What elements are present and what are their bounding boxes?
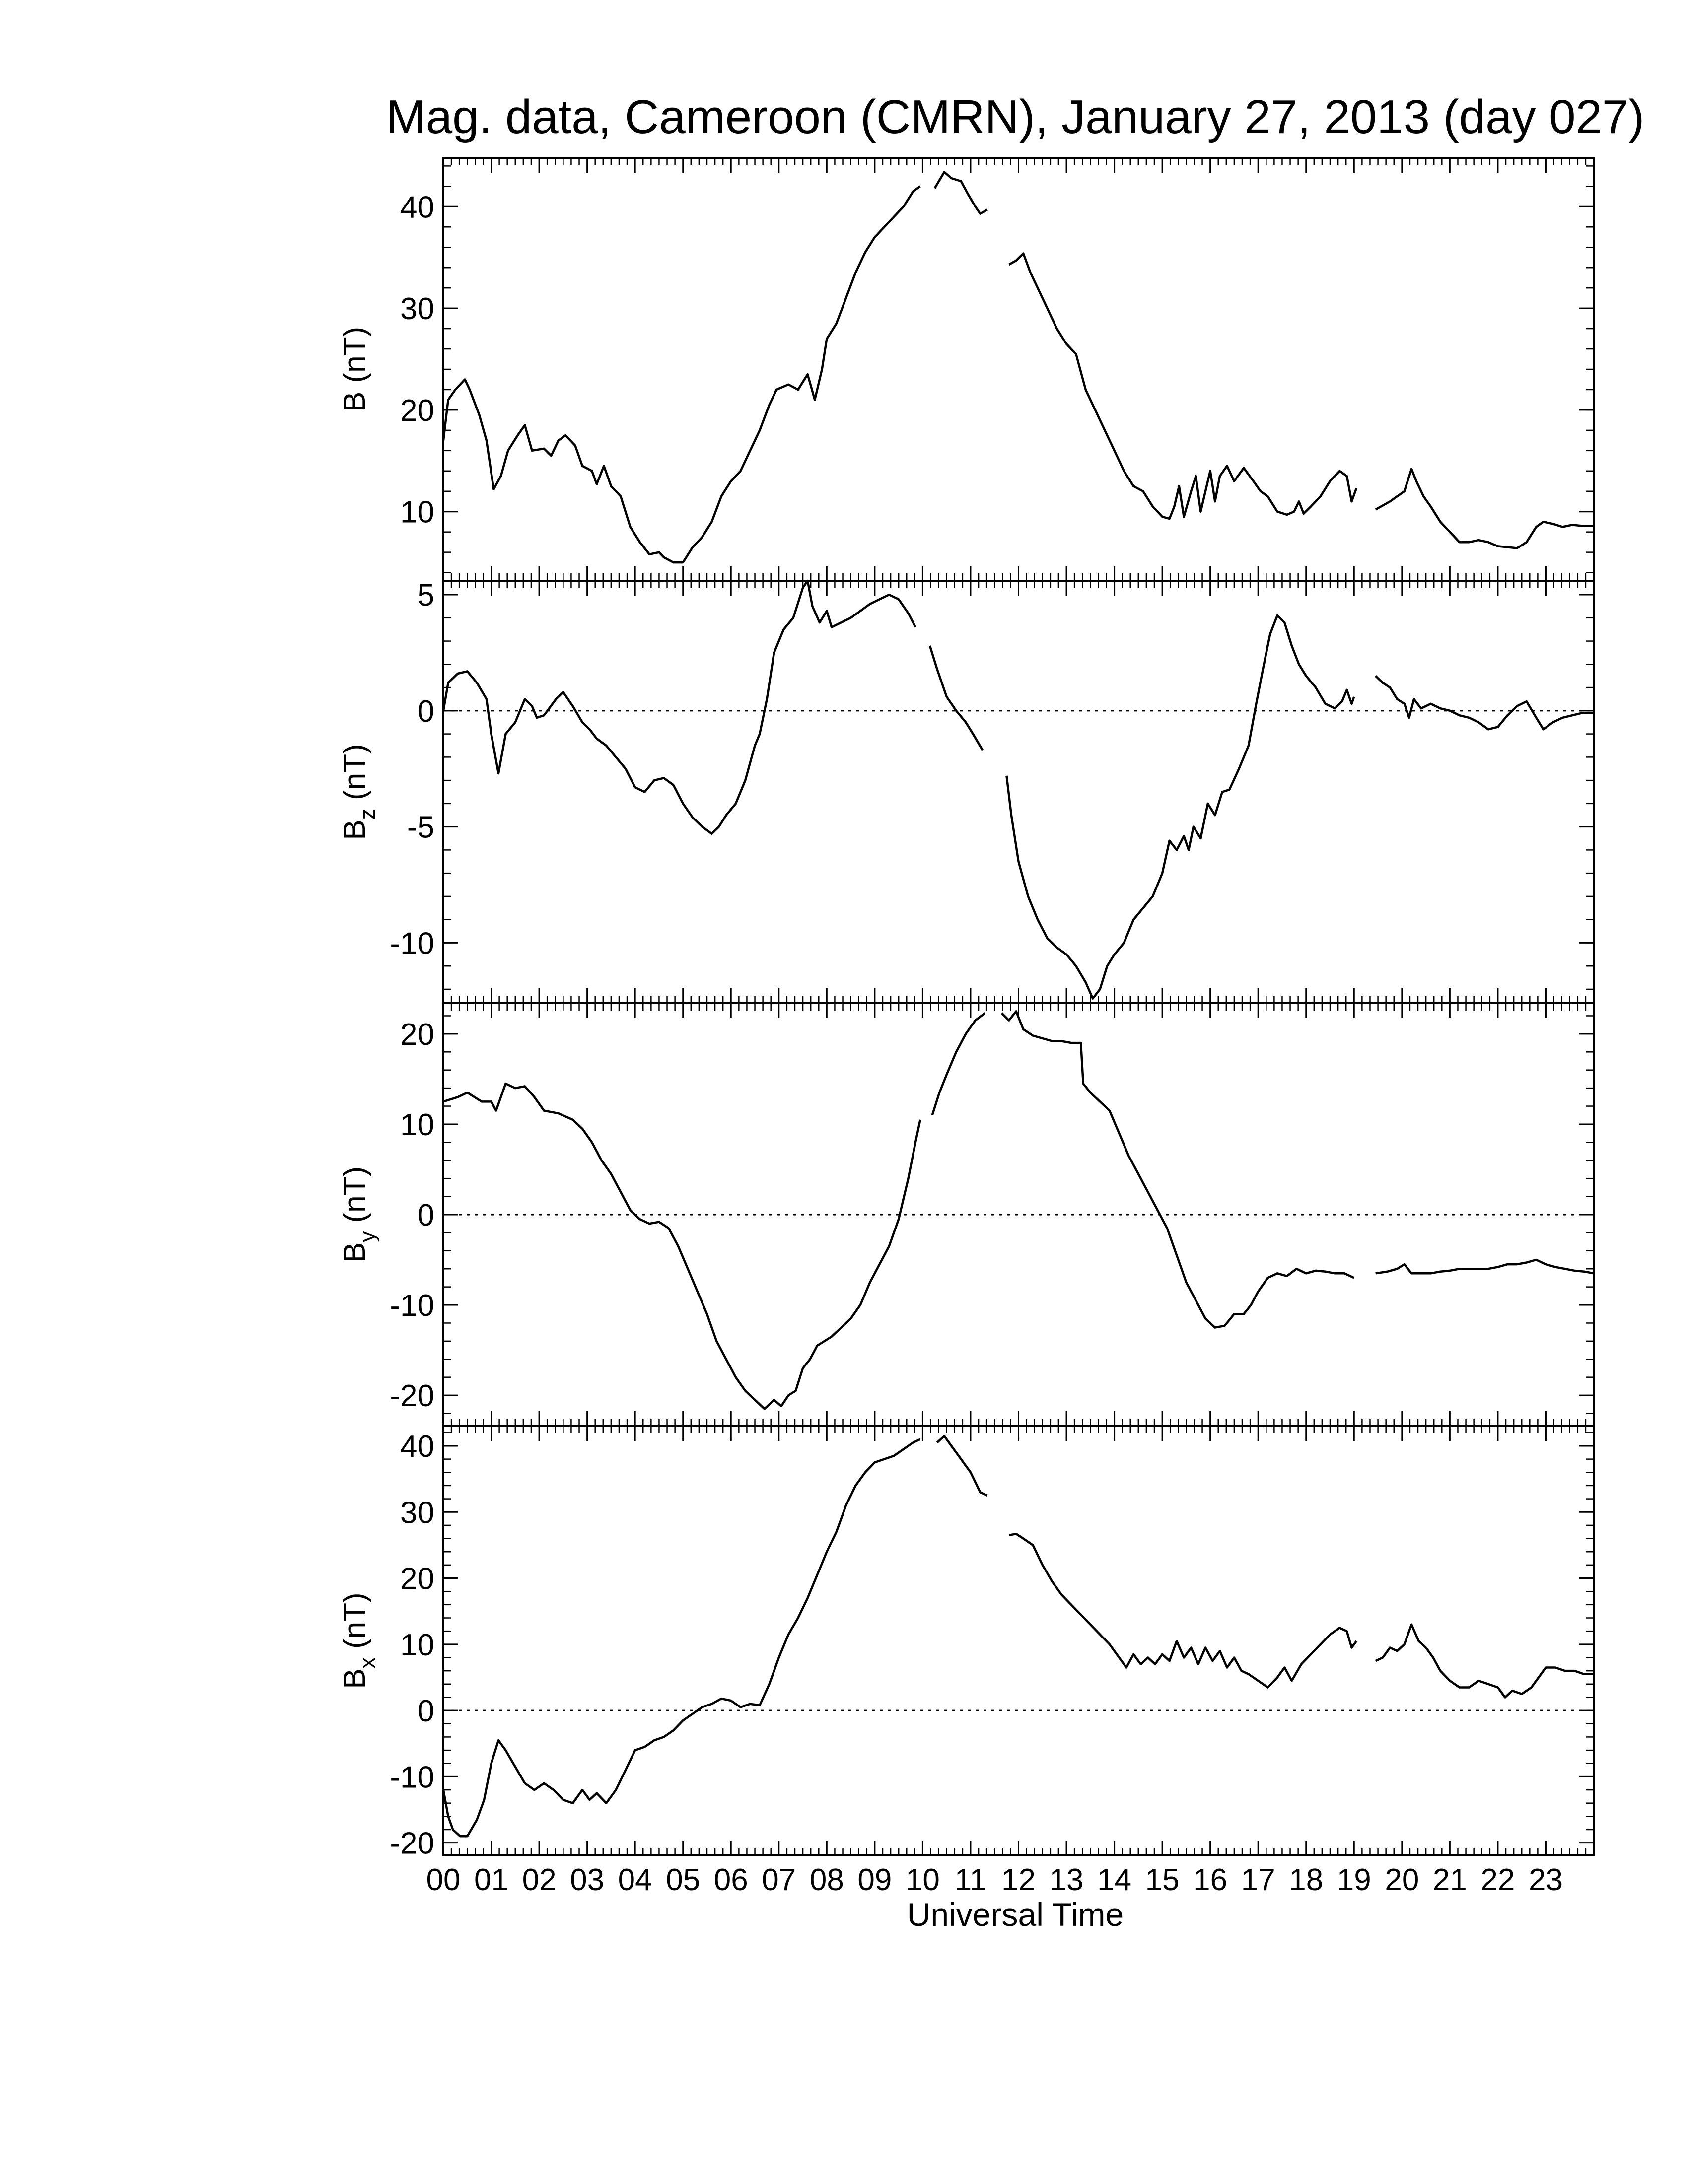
y-axis-label: B (nT) bbox=[338, 327, 372, 412]
x-tick-label: 21 bbox=[1433, 1863, 1467, 1897]
x-tick-label: 00 bbox=[426, 1863, 461, 1897]
panels: 10 20 30 40 B (nT) -10 -5 0 5 Bz (nT) -20 -10 0 10 20 B… bbox=[338, 157, 1595, 1861]
y-axis-label-unit: (nT) bbox=[338, 744, 372, 809]
y-tick-label: 40 bbox=[400, 190, 434, 224]
series-line-by bbox=[443, 1082, 921, 1410]
series-line-by bbox=[931, 1012, 986, 1116]
x-tick-label: 18 bbox=[1289, 1863, 1323, 1897]
y-axis-label-unit: (nT) bbox=[338, 1592, 372, 1657]
y-axis-label-subscript: x bbox=[355, 1657, 380, 1668]
x-tick-label: 23 bbox=[1529, 1863, 1563, 1897]
y-tick-label: 20 bbox=[400, 1018, 434, 1052]
x-tick-label: 17 bbox=[1241, 1863, 1275, 1897]
y-axis-label-main: B bbox=[338, 819, 372, 840]
series-line-bz bbox=[1005, 614, 1355, 1000]
series-line-bx bbox=[1375, 1623, 1594, 1699]
y-tick-label: 0 bbox=[418, 694, 434, 729]
x-tick-label: 19 bbox=[1337, 1863, 1371, 1897]
y-tick-label: -20 bbox=[390, 1379, 434, 1413]
x-tick-label: 07 bbox=[762, 1863, 796, 1897]
y-axis-label-unit: (nT) bbox=[338, 1166, 372, 1231]
series-line-by bbox=[1001, 1010, 1355, 1329]
y-axis-label: Bz (nT) bbox=[338, 744, 380, 840]
x-tick-label: 22 bbox=[1480, 1863, 1515, 1897]
y-tick-label: -10 bbox=[390, 1289, 434, 1323]
panel-bz: -10 -5 0 5 Bz (nT) bbox=[338, 578, 1595, 1004]
x-tick-label: 08 bbox=[810, 1863, 844, 1897]
x-tick-label: 12 bbox=[1001, 1863, 1036, 1897]
x-tick-label: 06 bbox=[714, 1863, 748, 1897]
y-tick-label: 10 bbox=[400, 495, 434, 530]
y-tick-label: 30 bbox=[400, 1496, 434, 1530]
series-line-b bbox=[1375, 468, 1594, 549]
series-line-bx bbox=[936, 1434, 988, 1497]
y-tick-label: 0 bbox=[418, 1694, 434, 1728]
x-tick-label: 04 bbox=[618, 1863, 652, 1897]
y-tick-label: -5 bbox=[407, 811, 434, 845]
panel-b: 10 20 30 40 B (nT) bbox=[338, 157, 1595, 582]
y-tick-label: 0 bbox=[418, 1198, 434, 1232]
y-tick-label: 10 bbox=[400, 1628, 434, 1662]
panel-by: -20 -10 0 10 20 By (nT) bbox=[338, 1002, 1595, 1427]
x-tick-label: 02 bbox=[522, 1863, 557, 1897]
chart-title: Mag. data, Cameroon (CMRN), January 27, … bbox=[386, 90, 1645, 143]
x-tick-label: 13 bbox=[1050, 1863, 1084, 1897]
series-line-b bbox=[442, 185, 921, 564]
series-line-b bbox=[1008, 252, 1358, 520]
y-tick-label: 10 bbox=[400, 1108, 434, 1142]
x-tick-label: 05 bbox=[666, 1863, 700, 1897]
series-line-bz bbox=[1375, 675, 1594, 731]
y-axis-label: By (nT) bbox=[338, 1166, 380, 1263]
plot-frame bbox=[442, 157, 1595, 582]
series-line-bx bbox=[442, 1438, 921, 1838]
y-axis-label: Bx (nT) bbox=[338, 1592, 380, 1689]
y-axis-label-unit: (nT) bbox=[338, 327, 372, 392]
series-line-b bbox=[933, 171, 988, 215]
y-tick-label: 20 bbox=[400, 1562, 434, 1596]
x-tick-label: 09 bbox=[857, 1863, 892, 1897]
y-tick-label: -10 bbox=[390, 926, 434, 960]
x-tick-label: 03 bbox=[570, 1863, 604, 1897]
y-tick-label: 40 bbox=[400, 1430, 434, 1464]
series-line-bx bbox=[1008, 1532, 1357, 1689]
y-axis-label-main: B bbox=[338, 392, 372, 412]
x-axis-label: Universal Time bbox=[907, 1896, 1124, 1933]
x-tick-label: 20 bbox=[1385, 1863, 1419, 1897]
x-tick-label: 01 bbox=[474, 1863, 508, 1897]
y-tick-label: 30 bbox=[400, 292, 434, 326]
series-line-bz bbox=[442, 579, 916, 835]
panel-bx: -20 -10 0 10 20 30 40 Bx (nT) bbox=[338, 1425, 1595, 1861]
y-tick-label: 20 bbox=[400, 394, 434, 428]
y-axis-label-subscript: z bbox=[355, 809, 380, 819]
y-tick-label: -10 bbox=[390, 1760, 434, 1794]
x-tick-label: 14 bbox=[1097, 1863, 1131, 1897]
x-tick-label: 15 bbox=[1145, 1863, 1180, 1897]
y-axis-label-main: B bbox=[338, 1668, 372, 1689]
y-axis-label-main: B bbox=[338, 1242, 372, 1263]
x-axis-tick-labels: 00 01 02 03 04 05 06 07 08 09 10 11 12 13 14 15 16 17 18 19… bbox=[426, 1863, 1563, 1897]
x-tick-label: 11 bbox=[955, 1863, 986, 1897]
series-line-bz bbox=[928, 645, 984, 751]
x-tick-label: 16 bbox=[1193, 1863, 1227, 1897]
y-tick-label: -20 bbox=[390, 1827, 434, 1861]
x-tick-label: 10 bbox=[906, 1863, 940, 1897]
y-tick-label: 5 bbox=[418, 578, 434, 613]
series-line-by bbox=[1375, 1258, 1594, 1275]
y-axis-label-subscript: y bbox=[355, 1231, 380, 1242]
plot-frame bbox=[442, 580, 1595, 1004]
